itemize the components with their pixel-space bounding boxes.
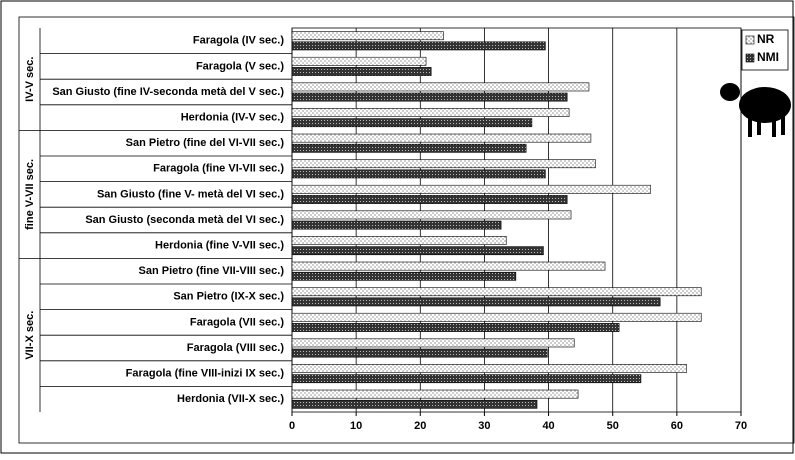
bar — [291, 287, 702, 297]
category-label: San Pietro (fine del VI-VII sec.) — [126, 137, 285, 149]
bar — [291, 184, 651, 194]
legend-swatch — [745, 35, 755, 45]
category-label: Faragola (fine VI-VII sec.) — [153, 163, 284, 175]
x-tick-label: 20 — [414, 420, 426, 432]
category-label: San Giusto (fine IV-seconda metà del V s… — [52, 86, 284, 98]
bar — [291, 169, 546, 179]
x-tick-label: 40 — [542, 420, 554, 432]
category-label: Herdonia (VII-X sec.) — [177, 393, 284, 405]
bar — [291, 323, 620, 332]
bar — [291, 210, 572, 220]
x-tick-label: 10 — [350, 420, 362, 432]
category-label: San Pietro (fine VII-VIII sec.) — [139, 265, 285, 277]
group-label: fine V-VII sec. — [24, 159, 36, 230]
bar — [291, 297, 661, 307]
bar — [291, 236, 507, 245]
bar — [291, 133, 592, 143]
group-label: IV-V sec. — [24, 57, 36, 102]
x-tick-label: 70 — [735, 420, 747, 432]
bar — [291, 374, 642, 384]
bar — [291, 159, 596, 169]
category-label: Faragola (V sec.) — [196, 60, 284, 72]
bar — [291, 143, 527, 153]
category-label: Herdonia (IV-V sec.) — [181, 112, 285, 124]
legend-label: NMI — [757, 50, 779, 64]
sheep-icon — [720, 83, 791, 137]
bar — [291, 195, 568, 204]
category-label: Faragola (VII sec.) — [190, 316, 284, 328]
bar — [291, 246, 544, 256]
category-label: Herdonia (fine V-VII sec.) — [155, 240, 284, 252]
bar — [291, 108, 570, 117]
bar — [291, 338, 575, 348]
x-tick-label: 50 — [607, 420, 619, 432]
bar — [291, 348, 548, 358]
bar — [291, 364, 687, 373]
bar — [291, 56, 427, 66]
category-label: San Giusto (seconda metà del VI sec.) — [85, 214, 284, 226]
x-tick-label: 0 — [289, 420, 295, 432]
bar — [291, 31, 444, 41]
category-label: Faragola (fine VIII-inizi IX sec.) — [126, 368, 285, 380]
category-label: San Giusto (fine V- metà del VI sec.) — [97, 188, 284, 200]
bar — [291, 261, 606, 271]
bar — [291, 41, 546, 51]
bar — [291, 220, 502, 230]
x-tick-label: 60 — [671, 420, 683, 432]
bar — [291, 82, 590, 92]
legend-label: NR — [757, 32, 775, 46]
bar — [291, 67, 432, 76]
bar — [291, 92, 568, 102]
bar — [291, 389, 579, 399]
bar — [291, 312, 702, 322]
group-label: VII-X sec. — [24, 311, 36, 360]
bar — [291, 118, 533, 128]
chart-area — [18, 16, 795, 444]
bar — [291, 399, 538, 409]
category-label: Faragola (IV sec.) — [193, 35, 284, 47]
bar — [291, 271, 517, 281]
category-label: Faragola (VIII sec.) — [187, 342, 285, 354]
category-label: San Pietro (IX-X sec.) — [173, 291, 284, 303]
x-tick-label: 30 — [478, 420, 490, 432]
legend-swatch — [745, 53, 755, 63]
